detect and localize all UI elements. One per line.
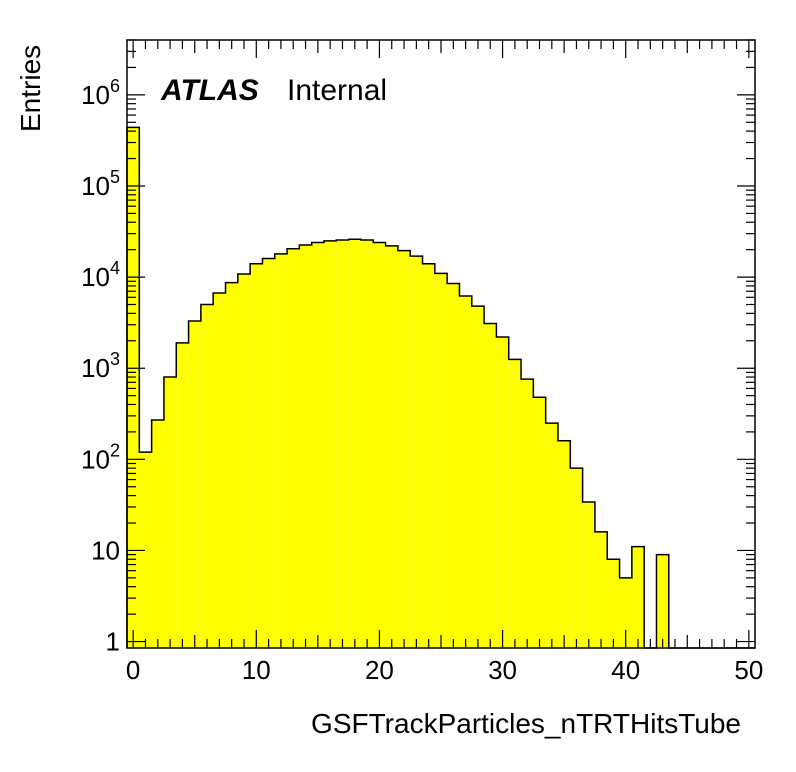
histogram-bar bbox=[656, 554, 669, 648]
histogram-bar bbox=[188, 320, 201, 648]
axis-ticks bbox=[127, 39, 755, 648]
x-axis-title: GSFTrackParticles_nTRTHitsTube bbox=[311, 708, 741, 739]
y-tick-label: 10 bbox=[91, 535, 120, 565]
internal-label: Internal bbox=[287, 74, 387, 107]
y-tick-label: 103 bbox=[81, 349, 120, 383]
y-tick-label: 102 bbox=[81, 440, 120, 474]
histogram-bar bbox=[422, 263, 435, 648]
histogram-bar bbox=[607, 559, 620, 648]
histogram-bar bbox=[262, 258, 275, 648]
histogram-bar bbox=[631, 546, 645, 648]
histogram-bar bbox=[299, 245, 312, 648]
histogram-bar bbox=[434, 273, 448, 648]
histogram-bar bbox=[545, 423, 558, 648]
x-tick-labels: 0 10 20 30 40 50 bbox=[126, 655, 763, 685]
histogram-bar bbox=[200, 304, 214, 648]
histogram-outline bbox=[126, 126, 755, 649]
x-tick-label: 10 bbox=[242, 655, 271, 685]
histogram-bar bbox=[459, 296, 472, 648]
histogram-bar bbox=[127, 127, 140, 649]
histogram-bar bbox=[484, 323, 497, 648]
histogram-bar bbox=[582, 502, 595, 648]
histogram-bar bbox=[311, 242, 325, 648]
histogram-bar bbox=[336, 240, 349, 648]
x-tick-label: 30 bbox=[488, 655, 517, 685]
histogram-bar bbox=[447, 283, 460, 648]
histogram-bar bbox=[385, 245, 398, 648]
histogram-bar bbox=[225, 282, 238, 648]
histogram-bars bbox=[127, 127, 669, 649]
histogram-bar bbox=[287, 248, 300, 648]
histogram-bar bbox=[151, 420, 164, 648]
histogram-bar bbox=[213, 292, 226, 648]
x-tick-label: 20 bbox=[365, 655, 394, 685]
histogram-bar bbox=[471, 306, 485, 648]
histogram-bar bbox=[163, 377, 177, 648]
y-tick-label: 105 bbox=[81, 167, 120, 201]
y-tick-label: 1 bbox=[106, 627, 120, 657]
y-tick-label: 106 bbox=[81, 76, 120, 110]
histogram-bar bbox=[619, 577, 632, 648]
histogram-bar bbox=[373, 242, 386, 648]
histogram-bar bbox=[237, 274, 251, 648]
x-tick-label: 0 bbox=[126, 655, 140, 685]
histogram-bar bbox=[533, 397, 546, 648]
y-tick-labels: 1 10 102 103 104 105 106 bbox=[81, 76, 120, 657]
histogram-bar bbox=[496, 337, 509, 648]
atlas-label: ATLAS bbox=[160, 74, 259, 107]
histogram-bar bbox=[139, 452, 152, 648]
histogram-bar bbox=[521, 379, 534, 648]
x-tick-label: 40 bbox=[611, 655, 640, 685]
histogram-bar bbox=[176, 342, 189, 648]
histogram-bar bbox=[594, 531, 608, 648]
histogram-bar bbox=[250, 263, 263, 648]
histogram-bar bbox=[274, 253, 288, 648]
x-tick-label: 50 bbox=[734, 655, 763, 685]
histogram-bar bbox=[360, 240, 374, 648]
y-axis-title: Entries bbox=[15, 45, 46, 132]
y-tick-label: 104 bbox=[81, 258, 120, 292]
histogram-bar bbox=[570, 468, 583, 648]
histogram-bar bbox=[557, 440, 571, 648]
histogram-bar bbox=[324, 240, 337, 648]
histogram-bar bbox=[410, 256, 423, 648]
histogram-bar bbox=[348, 239, 361, 649]
histogram-bar bbox=[508, 359, 522, 648]
histogram-bar bbox=[397, 250, 411, 649]
